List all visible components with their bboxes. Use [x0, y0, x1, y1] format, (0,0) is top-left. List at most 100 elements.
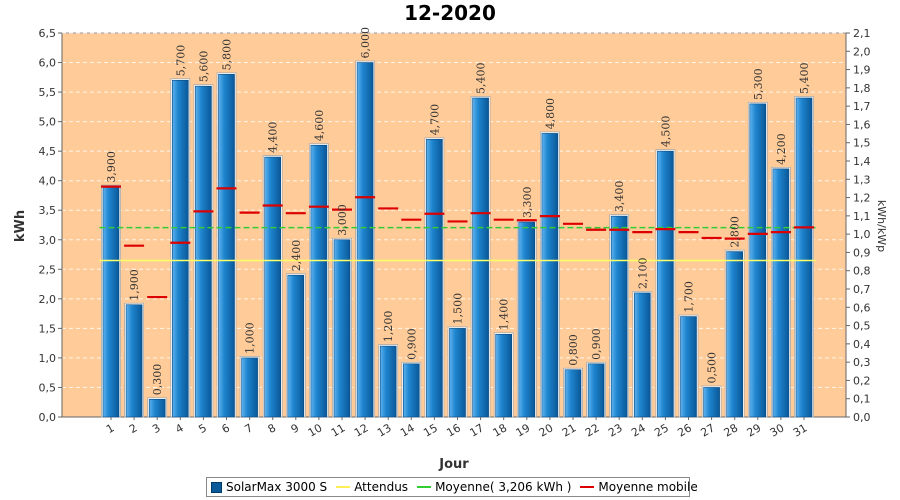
x-tick-label: 16 — [444, 421, 463, 439]
bar — [449, 328, 466, 418]
bar-value-label: 0,300 — [151, 364, 164, 396]
bar-value-label: 5,800 — [221, 39, 234, 71]
bar-value-label: 4,600 — [313, 110, 326, 142]
x-tick-label: 25 — [652, 421, 671, 439]
bar — [772, 168, 790, 418]
x-tick-label: 9 — [289, 421, 302, 436]
x-tick-label: 5 — [196, 421, 209, 436]
bar — [333, 239, 351, 418]
y-tick-label: 1,0 — [39, 352, 57, 365]
y2-tick-label: 1,3 — [853, 173, 871, 186]
bar — [495, 333, 513, 418]
legend-label-expected: Attendus — [354, 480, 409, 494]
bar — [379, 345, 397, 418]
x-tick-label: 29 — [745, 421, 764, 439]
bar — [587, 363, 605, 418]
bar-value-label: 3,900 — [105, 151, 118, 183]
bar — [287, 274, 305, 418]
x-tick-label: 7 — [243, 421, 256, 436]
bar — [125, 304, 143, 418]
y2-tick-label: 0,0 — [853, 411, 871, 424]
x-tick-label: 24 — [629, 421, 648, 439]
y2-tick-label: 1,6 — [853, 118, 871, 131]
y-tick-label: 5,0 — [39, 116, 57, 129]
bar-value-label: 5,300 — [752, 68, 765, 100]
y-tick-label: 5,5 — [39, 86, 57, 99]
bar-value-label: 2,400 — [290, 240, 303, 272]
bar-value-label: 0,900 — [405, 328, 418, 360]
x-tick-label: 6 — [219, 421, 232, 436]
plot-area: 0,0 0,5 1,0 1,5 2,0 2,5 3,0 3,5 4,0 4,5 5,0 5,5 6,0 6… — [39, 27, 871, 440]
bar-value-label: 6,000 — [359, 27, 372, 59]
y2-axis-label: kWh/kWp — [875, 200, 888, 252]
bar — [310, 144, 328, 418]
x-tick-label: 21 — [560, 421, 579, 439]
bar-value-label: 2,800 — [729, 216, 742, 248]
legend-label-moving-average: Moyenne mobile — [598, 480, 698, 494]
bar — [426, 139, 443, 418]
bar-value-label: 0,800 — [567, 334, 580, 366]
bar — [218, 74, 235, 418]
bar — [657, 150, 674, 418]
bar-value-label: 5,400 — [475, 62, 488, 94]
y2-tick-label: 1,4 — [853, 155, 871, 168]
bar-value-label: 1,200 — [382, 311, 395, 343]
bar-value-label: 4,700 — [428, 104, 441, 136]
bar-value-label: 3,300 — [521, 187, 534, 219]
legend-swatch-moving-average — [580, 486, 595, 488]
y2-tick-label: 1,8 — [853, 82, 871, 95]
bar — [172, 79, 189, 418]
legend: SolarMax 3000 S Attendus Moyenne( 3,206 … — [206, 477, 698, 497]
x-tick-label: 3 — [150, 421, 163, 436]
x-tick-label: 17 — [467, 421, 486, 439]
y2-tick-label: 2,0 — [853, 45, 871, 58]
x-tick-label: 26 — [675, 421, 694, 439]
legend-item-moving-average: Moyenne mobile — [580, 480, 698, 494]
x-tick-label: 23 — [606, 421, 625, 439]
bar-value-label: 5,600 — [197, 51, 210, 83]
y2-tick-label: 0,8 — [853, 265, 871, 278]
y2-tick-label: 0,9 — [853, 246, 871, 259]
y2-tick-label: 0,2 — [853, 374, 871, 387]
y-tick-label: 4,0 — [39, 175, 57, 188]
legend-swatch-bar — [211, 481, 222, 493]
bar — [703, 387, 720, 418]
x-tick-label: 28 — [722, 421, 741, 439]
bar — [402, 363, 420, 418]
y2-tick-label: 0,3 — [853, 356, 871, 369]
bar-value-label: 5,700 — [174, 45, 187, 77]
bar-value-label: 3,400 — [613, 181, 626, 213]
y-tick-label: 3,5 — [39, 204, 57, 217]
y-tick-label: 0,5 — [39, 381, 57, 394]
legend-item-production: SolarMax 3000 S — [211, 480, 327, 494]
bar — [726, 251, 744, 418]
x-tick-label: 31 — [791, 421, 810, 439]
bar — [195, 85, 212, 418]
chart-title: 12-2020 — [404, 1, 496, 25]
x-tick-label: 27 — [698, 421, 717, 439]
y2-tick-label: 0,6 — [853, 301, 871, 314]
bar — [795, 97, 813, 418]
x-tick-label: 20 — [537, 421, 556, 439]
bar-value-label: 4,800 — [544, 98, 557, 130]
x-tick-label: 18 — [491, 421, 510, 439]
bar — [356, 62, 374, 418]
y-tick-label: 6,0 — [39, 57, 57, 70]
bar-value-label: 5,400 — [798, 62, 811, 94]
x-tick-label: 14 — [398, 421, 417, 439]
bar — [564, 369, 582, 418]
bar-value-label: 0,900 — [590, 328, 603, 360]
x-tick-label: 8 — [266, 421, 279, 436]
bar — [148, 398, 166, 418]
y-tick-label: 2,5 — [39, 263, 57, 276]
y2-tick-label: 1,5 — [853, 137, 871, 150]
x-tick-label: 11 — [329, 421, 348, 439]
x-tick-label: 13 — [375, 421, 394, 439]
bar-value-label: 1,900 — [128, 269, 141, 301]
bar — [633, 292, 651, 418]
bar-value-label: 1,000 — [244, 322, 257, 354]
legend-item-average: Moyenne( 3,206 kWh ) — [417, 480, 571, 494]
y-tick-label: 1,5 — [39, 322, 57, 335]
bar-value-label: 0,500 — [706, 352, 719, 384]
